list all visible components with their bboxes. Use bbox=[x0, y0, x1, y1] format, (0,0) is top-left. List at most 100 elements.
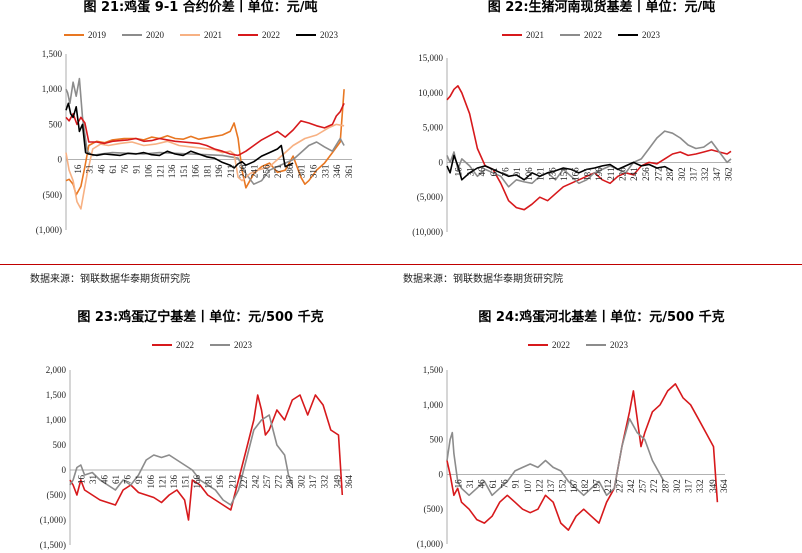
series-line-2023 bbox=[69, 414, 294, 506]
x-tick-label: 317 bbox=[689, 167, 699, 181]
legend-label: 2023 bbox=[320, 30, 339, 40]
chart-svg: 2022 2023 2,000 1,500 1,000 500 0 (500) (1,000) (… bbox=[40, 340, 354, 550]
x-tick-label: 61 bbox=[111, 475, 121, 484]
x-tick-label: 91 bbox=[511, 479, 521, 488]
x-tick-label: 181 bbox=[203, 475, 213, 489]
y-tick-label: 0 bbox=[439, 469, 444, 479]
x-tick-label: 241 bbox=[629, 167, 639, 181]
y-tick-label: 500 bbox=[430, 435, 444, 445]
x-tick-label: 46 bbox=[476, 479, 486, 489]
x-tick-label: 317 bbox=[683, 479, 693, 493]
series-line-2022 bbox=[65, 102, 345, 157]
x-tick-label: 364 bbox=[344, 475, 354, 489]
y-tick-label: (500) bbox=[43, 190, 63, 200]
chart-svg: 2022 2023 1,500 1,000 500 0 (500) (1,000) 16 31 46… bbox=[417, 340, 729, 549]
y-tick-label: 10,000 bbox=[418, 88, 443, 98]
x-tick-label: 122 bbox=[534, 479, 544, 493]
x-tick-label: 76 bbox=[123, 475, 133, 485]
x-tick-label: 332 bbox=[320, 475, 330, 489]
x-tick-label: 46 bbox=[96, 164, 106, 174]
x-tick-label: 272 bbox=[273, 475, 283, 489]
x-tick-label: 61 bbox=[489, 167, 499, 176]
legend-label: 2022 bbox=[584, 30, 602, 40]
y-tick-label: (1,500) bbox=[40, 540, 66, 550]
series-line-2023 bbox=[446, 417, 665, 497]
x-tick-label: 227 bbox=[615, 479, 625, 493]
x-tick-label: 61 bbox=[488, 479, 498, 488]
legend-label: 2022 bbox=[176, 340, 194, 350]
y-tick-label: (1,000) bbox=[36, 225, 62, 235]
x-tick-label: 136 bbox=[169, 475, 179, 489]
x-tick-label: 46 bbox=[477, 167, 487, 177]
x-tick-label: 121 bbox=[536, 167, 546, 181]
y-tick-label: 0 bbox=[439, 157, 444, 167]
y-tick-label: (500) bbox=[47, 490, 67, 500]
chart-panel-24: 图 24:鸡蛋河北基差丨单位：元/500 千克 2022 2023 1,500 1,0… bbox=[401, 310, 802, 553]
series-line-2023 bbox=[65, 102, 294, 169]
x-tick-label: 241 bbox=[250, 165, 260, 179]
x-tick-label: 16 bbox=[454, 167, 464, 177]
x-tick-label: 302 bbox=[677, 167, 687, 181]
x-tick-label: 121 bbox=[155, 165, 165, 179]
y-tick-label: (5,000) bbox=[417, 192, 443, 202]
y-tick-label: 500 bbox=[53, 440, 67, 450]
x-tick-label: 349 bbox=[708, 479, 718, 493]
y-tick-label: 2,000 bbox=[46, 365, 67, 375]
x-tick-label: 256 bbox=[641, 167, 651, 181]
x-tick-label: 31 bbox=[85, 165, 95, 174]
legend-label: 2023 bbox=[234, 340, 253, 350]
x-tick-label: 106 bbox=[524, 167, 534, 181]
x-tick-label: 181 bbox=[582, 167, 592, 181]
chart-panel-21: 图 21:鸡蛋 9-1 合约价差丨单位：元/吨 2019 2020 2021 2022… bbox=[0, 0, 401, 290]
x-tick-label: 151 bbox=[559, 167, 569, 181]
x-tick-label: 151 bbox=[179, 165, 189, 179]
x-tick-label: 211 bbox=[226, 165, 236, 178]
legend-label: 2021 bbox=[204, 30, 222, 40]
x-tick-label: 317 bbox=[308, 475, 318, 489]
y-tick-label: 1,500 bbox=[42, 49, 63, 59]
x-tick-label: 361 bbox=[344, 165, 354, 179]
y-tick-label: (500) bbox=[424, 504, 444, 514]
x-tick-label: 211 bbox=[606, 167, 616, 180]
x-tick-label: 364 bbox=[719, 479, 729, 493]
x-tick-label: 136 bbox=[167, 164, 177, 178]
series-line-2021 bbox=[446, 85, 732, 211]
chart-title: 图 24:鸡蛋河北基差丨单位：元/500 千克 bbox=[478, 310, 725, 325]
y-tick-label: (1,000) bbox=[40, 515, 66, 525]
x-tick-label: 257 bbox=[638, 479, 648, 493]
x-tick-label: 257 bbox=[262, 475, 272, 489]
divider bbox=[401, 264, 802, 265]
x-tick-label: 76 bbox=[499, 479, 509, 489]
x-tick-label: 272 bbox=[653, 167, 663, 181]
divider bbox=[0, 264, 401, 265]
x-tick-label: 331 bbox=[320, 165, 330, 179]
x-tick-label: 61 bbox=[108, 165, 118, 174]
series-line-2020 bbox=[65, 77, 345, 185]
x-tick-label: 31 bbox=[88, 475, 98, 484]
legend-label: 2022 bbox=[262, 30, 280, 40]
y-tick-label: 5,000 bbox=[423, 123, 444, 133]
x-tick-label: 91 bbox=[132, 165, 142, 174]
x-tick-label: 316 bbox=[309, 164, 319, 178]
x-tick-label: 196 bbox=[214, 164, 224, 178]
x-tick-label: 272 bbox=[649, 479, 659, 493]
x-tick-label: 106 bbox=[144, 164, 154, 178]
y-tick-label: 1,000 bbox=[46, 415, 67, 425]
x-tick-label: 91 bbox=[134, 475, 144, 484]
x-tick-label: 212 bbox=[603, 479, 613, 493]
x-tick-label: 347 bbox=[712, 167, 722, 181]
x-tick-label: 332 bbox=[695, 479, 705, 493]
chart-panel-22: 图 22:生猪河南现货基差丨单位：元/吨 2021 2022 2023 15,000 1… bbox=[401, 0, 802, 290]
x-tick-label: 166 bbox=[191, 164, 201, 178]
x-tick-label: 301 bbox=[297, 165, 307, 179]
x-tick-label: 152 bbox=[557, 479, 567, 493]
x-tick-label: 226 bbox=[238, 164, 248, 178]
y-tick-label: (10,000) bbox=[412, 227, 443, 237]
x-tick-label: 16 bbox=[77, 475, 87, 485]
x-tick-label: 91 bbox=[512, 167, 522, 176]
x-tick-label: 31 bbox=[465, 479, 475, 488]
x-tick-label: 182 bbox=[580, 479, 590, 493]
x-tick-label: 197 bbox=[592, 479, 602, 493]
x-tick-label: 136 bbox=[547, 167, 557, 181]
source-note: 数据来源：钢联数据华泰期货研究院 bbox=[403, 274, 563, 285]
